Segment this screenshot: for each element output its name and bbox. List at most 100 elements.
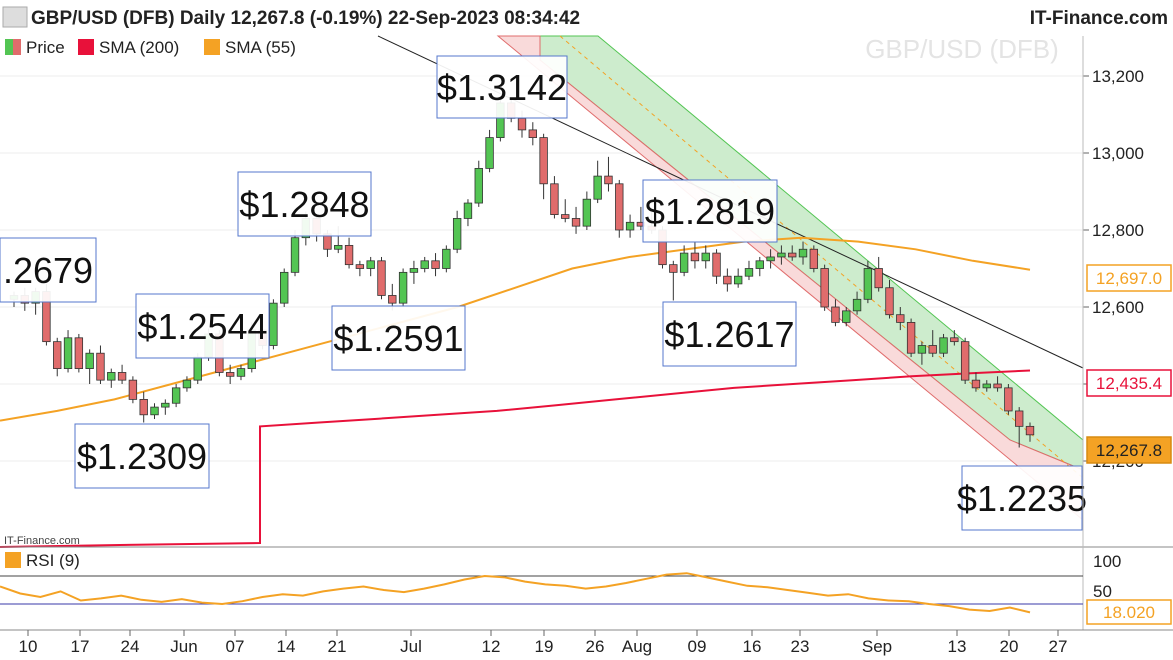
candle-body [679, 252, 689, 273]
legend-price: Price [26, 38, 65, 57]
candle-body [960, 341, 970, 381]
candle-body [431, 260, 440, 269]
candle-body [107, 372, 116, 381]
candle-body [755, 260, 764, 269]
candle-body [842, 310, 851, 323]
candle-body [96, 352, 105, 381]
rsi-line [0, 572, 1031, 614]
rsi-legend-swatch [5, 552, 21, 568]
candle-body [798, 248, 808, 258]
x-tick-label: 26 [586, 637, 605, 656]
candle-body [971, 379, 981, 389]
sma200-tag [1086, 369, 1172, 397]
candle-body [344, 244, 354, 266]
candle-body [561, 214, 570, 219]
candle-body [593, 175, 602, 200]
red-channel [496, 35, 1084, 522]
annotation-label: $1.2819 [645, 191, 775, 232]
x-tick-label: 13 [948, 637, 967, 656]
legend: Price SMA (200) SMA (55) [0, 36, 310, 58]
candle-body [388, 295, 397, 304]
candle-body [896, 314, 905, 323]
sma200-legend-swatch [78, 39, 94, 55]
candle-body [939, 337, 948, 354]
x-axis: 10 17 24 Jun 07 14 21 Jul 12 19 26 Aug 09 16 23 Sep 13 20… [19, 630, 1068, 656]
annotation-label: $1.2235 [957, 478, 1087, 519]
candle-body [463, 202, 473, 219]
candle-body [571, 218, 581, 227]
candle-body [852, 298, 862, 312]
candle-body [582, 198, 592, 227]
x-tick-label: 14 [277, 637, 296, 656]
candle-body [712, 252, 721, 277]
annotation-box [961, 465, 1083, 531]
candle-body [355, 264, 365, 269]
candle-body [452, 218, 462, 250]
candle-body [809, 248, 819, 269]
x-tick-label: 09 [688, 637, 707, 656]
sma55-line [0, 236, 1031, 422]
rsi-level-100: 100 [1093, 552, 1121, 571]
candle-body [85, 352, 94, 370]
annotation-label: $1.2544 [137, 306, 267, 347]
candle-body [604, 175, 613, 185]
brand-label: IT-Finance.com [1030, 8, 1168, 29]
candles-group [9, 98, 1035, 448]
y-tick-label: 13,000 [1092, 144, 1144, 163]
candle-body [863, 268, 873, 300]
channel-midline [559, 35, 1084, 479]
x-tick-label: 21 [328, 637, 347, 656]
candle-body [150, 406, 159, 416]
last-price-tag [1086, 436, 1172, 464]
candle-body [366, 260, 375, 269]
last-price-tag-label: 12,267.8 [1096, 441, 1162, 460]
price-tags: 12,697.0 12,435.4 12,267.8 [1086, 264, 1172, 464]
x-tick-label: 27 [1049, 637, 1068, 656]
candle-body [690, 252, 700, 262]
candle-body [788, 252, 797, 258]
candle-body [950, 337, 959, 343]
sma55-tag [1086, 264, 1172, 292]
x-tick-label: 24 [121, 637, 140, 656]
candle-body [615, 183, 624, 231]
legend-sma200: SMA (200) [99, 38, 179, 57]
candle-body [669, 264, 678, 273]
annotation-label: .2679 [3, 250, 93, 291]
candle-body [885, 287, 894, 316]
sma200-line [0, 369, 1031, 548]
candle-body [442, 248, 451, 269]
candle-body [377, 260, 386, 296]
annotation-box [642, 179, 778, 243]
candle-body [269, 302, 278, 346]
candle-body [290, 237, 300, 273]
candle-body [63, 337, 73, 369]
y-tick-label: 13,200 [1092, 67, 1144, 86]
candle-body [906, 321, 916, 354]
candle-body [917, 345, 927, 354]
demo-logo-icon [2, 6, 28, 28]
x-tick-label: 10 [19, 637, 38, 656]
candle-body [474, 167, 483, 204]
candle-body [182, 379, 192, 389]
rsi-label: RSI (9) [26, 551, 80, 570]
candle-body [701, 252, 710, 262]
annotations-group: $1.3142 $1.2848 $1.2819 .2679 $1.2544 $1.2591… [0, 55, 1087, 531]
rsi-panel: RSI (9) 100 50 18.020 [0, 551, 1172, 625]
header-title: GBP/USD (DFB) Daily 12,267.8 (-0.19%) 22… [31, 8, 580, 29]
annotation-box [135, 293, 270, 359]
candle-body [539, 137, 548, 185]
header-bar: GBP/USD (DFB) Daily 12,267.8 (-0.19%) 22… [0, 0, 1173, 36]
candle-body [625, 221, 635, 231]
candle-body [517, 117, 527, 131]
candle-body [398, 271, 408, 304]
x-tick-label: Aug [622, 637, 652, 656]
rsi-value-tag [1086, 599, 1172, 625]
candle-body [766, 256, 775, 262]
candle-body [409, 268, 419, 273]
sma55-legend-swatch [204, 39, 220, 55]
x-tick-label: 12 [482, 637, 501, 656]
candle-body [53, 341, 62, 369]
candle-body [128, 379, 138, 400]
candle-body [74, 337, 84, 369]
annotation-box [237, 171, 372, 237]
